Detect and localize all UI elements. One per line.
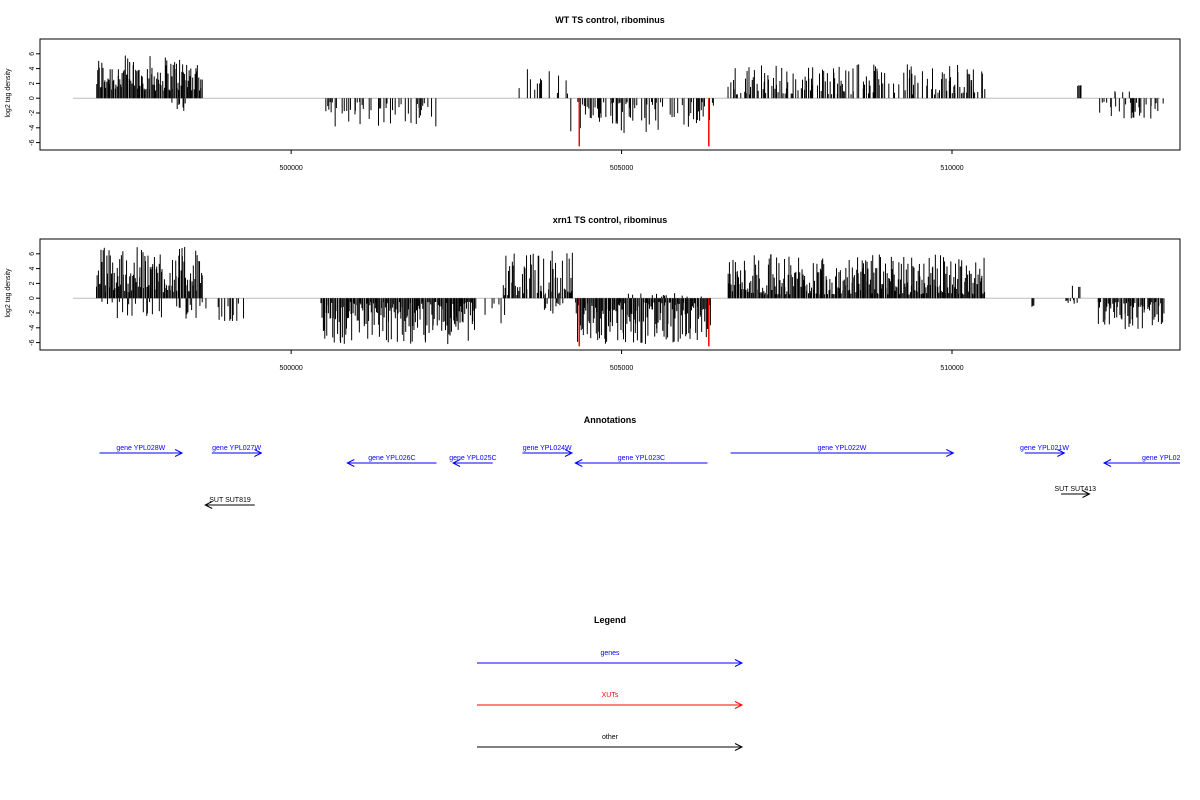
- legend-title: Legend: [594, 615, 626, 625]
- panel-xrn1-bars: [95, 246, 1165, 347]
- feature-arrowhead: [174, 449, 184, 457]
- y-tick-label: -6: [29, 339, 36, 345]
- annotations-panel: Annotations gene YPL028W gene YPL027Wgene…: [99, 415, 1181, 509]
- legend-arrowhead: [734, 701, 744, 709]
- feature-label: gene YPL022W: [818, 445, 867, 452]
- annotation-feature: gene YPL024W: [522, 445, 574, 457]
- annotation-feature: gene YPL021W: [1020, 445, 1069, 457]
- y-tick-label: -2: [29, 110, 36, 116]
- feature-label: gene YPL027W: [212, 445, 261, 452]
- feature-arrowhead: [1102, 459, 1112, 467]
- legend-entries: genes XUTs other: [477, 650, 744, 751]
- legend-arrowhead: [734, 743, 744, 751]
- y-tick-label: 4: [29, 67, 36, 71]
- feature-arrowhead: [1082, 490, 1091, 498]
- feature-label: gene YPL026C: [368, 455, 415, 462]
- panel-xrn1-frame: [39, 238, 1181, 351]
- feature-arrowhead: [574, 459, 583, 467]
- x-tick-label: 505000: [610, 165, 633, 172]
- feature-arrowhead: [204, 501, 213, 509]
- panel-wt-title: WT TS control, ribominus: [555, 15, 665, 25]
- y-tick-label: 0: [29, 96, 36, 100]
- annotation-feature: SUT SUT413: [1055, 486, 1097, 498]
- legend: Legend genes XUTs other: [477, 615, 744, 751]
- feature-label: SUT SUT819: [209, 497, 251, 504]
- annotation-feature: gene YPL028W: [99, 445, 184, 457]
- panel-wt: WT TS control, ribominus log2 tag densit…: [5, 15, 1181, 172]
- legend-entry: genes: [477, 650, 744, 667]
- annotation-feature: gene YPL025C: [449, 455, 497, 467]
- legend-entry: XUTs: [477, 692, 744, 709]
- feature-label: gene YPL021W: [1020, 445, 1069, 452]
- legend-label: XUTs: [602, 692, 619, 699]
- feature-arrowhead: [1057, 449, 1066, 457]
- y-tick-label: 2: [29, 81, 36, 85]
- y-tick-label: 2: [29, 281, 36, 285]
- x-tick-label: 500000: [279, 365, 302, 372]
- feature-label: gene YPL024W: [523, 445, 572, 452]
- annotation-feature: gene YPL023C: [574, 455, 708, 467]
- feature-label: gene YPL025C: [449, 455, 496, 462]
- legend-label: other: [602, 734, 619, 741]
- x-tick-label: 500000: [279, 165, 302, 172]
- feature-arrowhead: [346, 459, 355, 467]
- panel-xrn1-ylabel: log2 tag density: [5, 268, 12, 318]
- feature-label: gene YPL02: [1142, 455, 1181, 462]
- y-tick-label: 6: [29, 252, 36, 256]
- y-tick-label: 6: [29, 52, 36, 56]
- legend-label: genes: [600, 650, 620, 657]
- annotation-features: gene YPL028W gene YPL027W gene YPL026C gene…: [99, 445, 1181, 509]
- annotations-title: Annotations: [584, 415, 637, 425]
- x-tick-label: 510000: [940, 365, 963, 372]
- annotation-feature: gene YPL027W: [211, 445, 263, 457]
- x-tick-label: 505000: [610, 365, 633, 372]
- feature-arrowhead: [564, 449, 574, 457]
- legend-entry: other: [477, 734, 744, 751]
- y-tick-label: 4: [29, 267, 36, 271]
- feature-label: gene YPL028W: [116, 445, 165, 452]
- annotation-feature: gene YPL02: [1102, 455, 1181, 467]
- panel-wt-bars: [96, 55, 1164, 147]
- annotation-feature: gene YPL022W: [730, 445, 955, 457]
- feature-label: gene YPL023C: [618, 455, 665, 462]
- legend-arrowhead: [734, 659, 744, 667]
- y-tick-label: 0: [29, 296, 36, 300]
- y-tick-label: -6: [29, 139, 36, 145]
- feature-label: SUT SUT413: [1055, 486, 1097, 493]
- x-tick-label: 510000: [940, 165, 963, 172]
- y-tick-label: -2: [29, 310, 36, 316]
- feature-arrowhead: [254, 449, 263, 457]
- panel-xrn1: xrn1 TS control, ribominus log2 tag dens…: [5, 215, 1181, 372]
- y-tick-label: -4: [29, 325, 36, 331]
- feature-arrowhead: [946, 449, 955, 457]
- panel-wt-ylabel: log2 tag density: [5, 68, 12, 118]
- annotation-feature: gene YPL026C: [346, 455, 437, 467]
- panel-wt-frame: [39, 38, 1181, 151]
- y-tick-label: -4: [29, 125, 36, 131]
- annotation-feature: SUT SUT819: [204, 497, 255, 509]
- panel-xrn1-title: xrn1 TS control, ribominus: [553, 215, 668, 225]
- feature-arrowhead: [451, 459, 461, 467]
